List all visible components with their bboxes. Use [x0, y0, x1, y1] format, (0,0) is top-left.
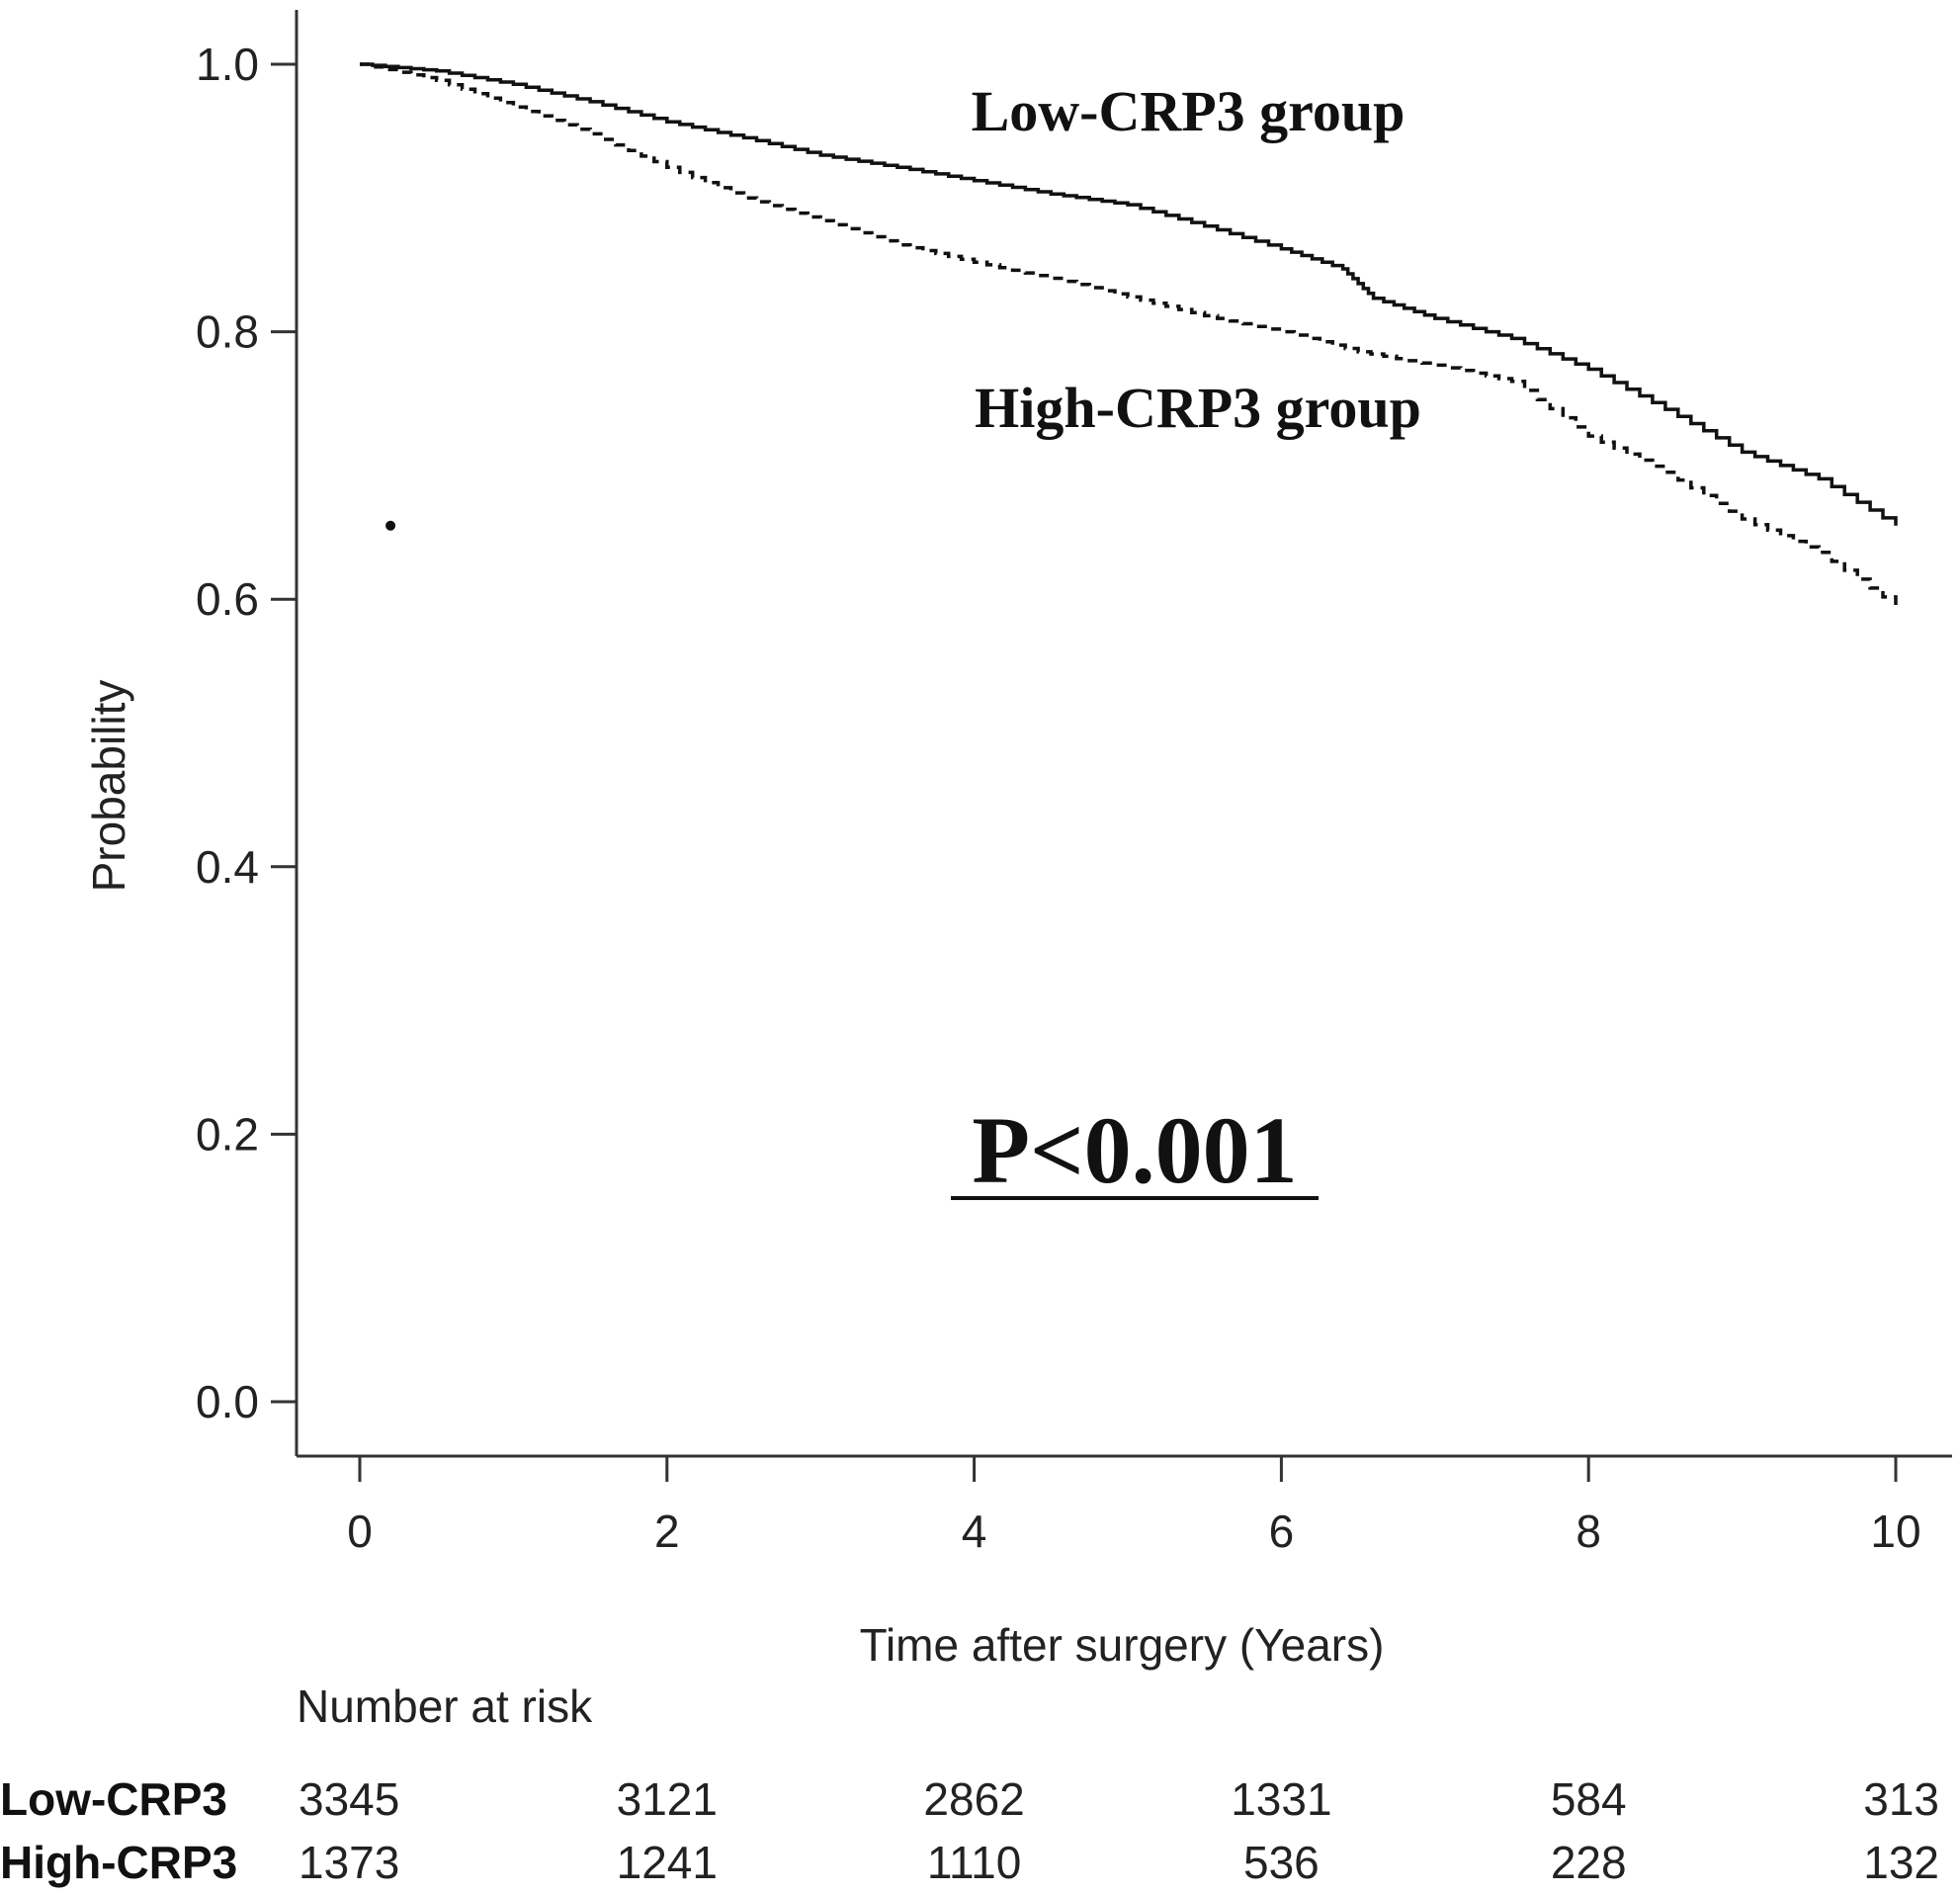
x-axis-title: Time after surgery (Years) [860, 1619, 1385, 1671]
risk-value: 132 [1863, 1837, 1939, 1888]
risk-value: 3345 [298, 1773, 399, 1825]
x-tick-label: 4 [962, 1506, 987, 1557]
x-tick-label: 8 [1576, 1506, 1601, 1557]
low-crp3-curve [360, 62, 1898, 526]
x-tick-label: 10 [1870, 1506, 1920, 1557]
high-crp3-group-label: High-CRP3 group [975, 376, 1421, 440]
y-tick-label: 0.8 [196, 306, 259, 358]
low-crp3-group-label: Low-CRP3 group [972, 79, 1406, 143]
p-value-annotation: P<0.001 [972, 1097, 1297, 1203]
risk-value: 313 [1863, 1773, 1939, 1825]
censor-mark [385, 520, 396, 531]
risk-value: 3121 [617, 1773, 718, 1825]
risk-table-header: Number at risk [297, 1680, 593, 1732]
axes [295, 10, 1952, 1458]
risk-value: 1373 [298, 1837, 399, 1888]
risk-row-label-low: Low-CRP3 [0, 1773, 227, 1825]
risk-value: 1331 [1231, 1773, 1331, 1825]
y-axis-title: Probability [83, 680, 134, 893]
risk-value: 1110 [927, 1837, 1022, 1888]
survival-curves [360, 62, 1898, 606]
y-tick-label: 0.0 [196, 1376, 259, 1427]
x-ticks: 0 2 4 6 8 10 [347, 1456, 1921, 1557]
risk-table-values: 3345 3121 2862 1331 584 313 1373 1241 1110 536 228… [298, 1773, 1939, 1888]
high-crp3-curve [360, 62, 1898, 606]
risk-value: 1241 [617, 1837, 718, 1888]
risk-value: 584 [1551, 1773, 1627, 1825]
x-tick-label: 6 [1269, 1506, 1295, 1557]
y-tick-label: 0.2 [196, 1108, 259, 1160]
risk-row-label-high: High-CRP3 [0, 1837, 237, 1888]
x-tick-label: 0 [347, 1506, 373, 1557]
y-tick-label: 0.6 [196, 573, 259, 625]
y-ticks: 0.0 0.2 0.4 0.6 0.8 1.0 [196, 39, 297, 1427]
risk-value: 536 [1243, 1837, 1320, 1888]
x-tick-label: 2 [654, 1506, 680, 1557]
y-tick-label: 0.4 [196, 841, 259, 893]
y-tick-label: 1.0 [196, 39, 259, 90]
risk-value: 228 [1551, 1837, 1627, 1888]
risk-value: 2862 [923, 1773, 1024, 1825]
